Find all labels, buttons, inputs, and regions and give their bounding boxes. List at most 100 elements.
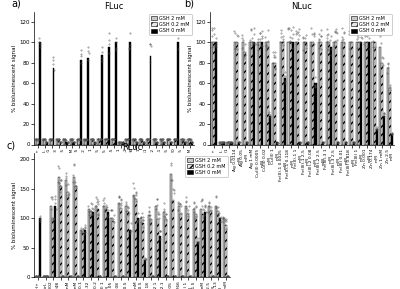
Bar <box>58 139 60 144</box>
Bar <box>52 218 54 277</box>
Bar <box>228 142 230 144</box>
Bar <box>140 218 142 277</box>
Bar <box>60 186 62 277</box>
Title: RLuc: RLuc <box>122 143 142 152</box>
Bar <box>217 211 219 277</box>
Bar <box>92 212 94 277</box>
Bar <box>44 139 46 144</box>
Bar <box>153 139 155 144</box>
Bar <box>200 210 202 277</box>
Bar <box>305 42 307 144</box>
Bar <box>211 42 213 144</box>
Bar <box>152 276 154 277</box>
Bar <box>160 139 162 144</box>
Bar <box>221 142 223 144</box>
Bar <box>73 142 75 144</box>
Bar <box>348 42 350 144</box>
Bar <box>113 139 115 144</box>
Bar <box>185 206 187 277</box>
Bar <box>295 42 297 144</box>
Bar <box>307 142 309 144</box>
Bar <box>106 139 108 144</box>
Bar <box>215 206 217 277</box>
Bar <box>84 139 85 144</box>
Bar <box>197 242 199 277</box>
Bar <box>280 42 282 144</box>
Bar <box>242 42 244 144</box>
Bar <box>95 206 97 277</box>
Bar <box>290 42 292 144</box>
Bar <box>37 139 39 144</box>
Bar <box>345 142 347 144</box>
Bar <box>174 276 176 277</box>
Bar <box>381 63 383 144</box>
Bar <box>219 218 222 277</box>
Bar <box>45 276 47 277</box>
Bar <box>70 139 72 144</box>
Bar <box>49 139 51 144</box>
Bar <box>320 42 322 144</box>
Bar <box>230 142 232 144</box>
Bar <box>284 78 286 144</box>
Bar <box>133 194 135 277</box>
Bar <box>358 42 360 144</box>
Title: FLuc: FLuc <box>104 2 124 11</box>
Bar <box>39 218 41 277</box>
Bar <box>54 206 56 277</box>
Bar <box>105 210 107 277</box>
Bar <box>350 42 353 144</box>
Bar <box>42 139 44 144</box>
Bar <box>353 142 355 144</box>
Bar <box>150 55 152 144</box>
Bar <box>387 68 389 144</box>
Bar <box>46 142 48 144</box>
Bar <box>389 88 391 144</box>
Y-axis label: % bioluminescent signal: % bioluminescent signal <box>188 45 192 112</box>
Bar <box>142 223 144 277</box>
Bar <box>143 142 144 144</box>
Bar <box>50 206 52 277</box>
Bar <box>236 42 238 144</box>
Bar <box>244 53 246 144</box>
Bar <box>202 214 204 277</box>
Bar <box>337 142 340 144</box>
Bar <box>134 139 136 144</box>
Bar <box>172 201 174 277</box>
Bar <box>137 218 139 277</box>
Bar <box>251 42 254 144</box>
Bar <box>76 139 78 144</box>
Bar <box>122 276 124 277</box>
Bar <box>132 139 134 144</box>
Bar <box>99 276 101 277</box>
Bar <box>212 276 214 277</box>
Bar <box>180 214 182 277</box>
Bar <box>75 186 77 277</box>
Bar <box>65 180 67 277</box>
Bar <box>66 142 68 144</box>
Bar <box>180 139 182 144</box>
Bar <box>177 42 179 144</box>
Bar <box>379 47 381 144</box>
Bar <box>234 42 236 144</box>
Bar <box>72 139 73 144</box>
Bar <box>155 139 156 144</box>
Bar <box>310 42 312 144</box>
Bar <box>356 42 358 144</box>
Bar <box>182 276 184 277</box>
Bar <box>47 276 49 277</box>
Bar <box>146 139 148 144</box>
Bar <box>136 142 138 144</box>
Bar <box>259 42 261 144</box>
Bar <box>330 47 332 144</box>
Bar <box>215 42 217 144</box>
Bar <box>141 139 143 144</box>
Bar <box>84 230 86 277</box>
Bar <box>162 139 164 144</box>
Bar <box>163 212 165 277</box>
Text: c): c) <box>6 141 16 151</box>
Bar <box>64 139 66 144</box>
Bar <box>42 276 45 277</box>
Bar <box>120 208 122 277</box>
Bar <box>104 139 106 144</box>
Y-axis label: % bioluminescent signal: % bioluminescent signal <box>12 182 16 249</box>
